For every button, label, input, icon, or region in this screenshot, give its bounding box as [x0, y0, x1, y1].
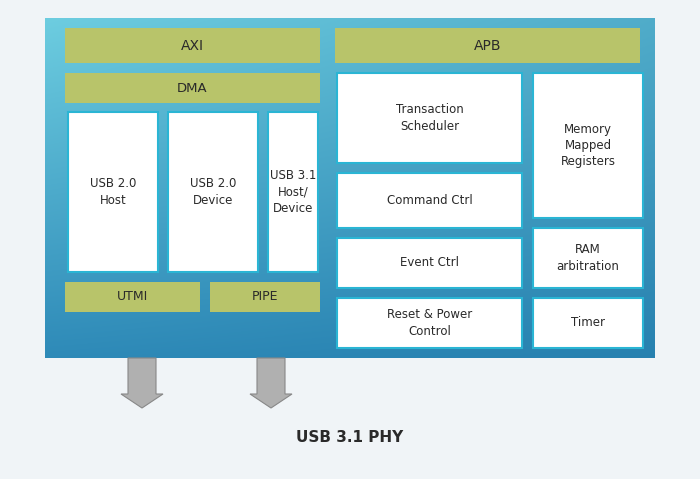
Text: AXI: AXI	[181, 38, 204, 53]
Bar	[533, 298, 643, 348]
Text: APB: APB	[474, 38, 501, 53]
Text: PIPE: PIPE	[252, 290, 279, 304]
Polygon shape	[121, 358, 163, 408]
Bar	[268, 112, 318, 272]
Text: Command Ctrl: Command Ctrl	[386, 194, 472, 207]
Text: Memory
Mapped
Registers: Memory Mapped Registers	[561, 123, 615, 169]
Text: USB 3.1
Host/
Device: USB 3.1 Host/ Device	[270, 169, 316, 215]
Text: Reset & Power
Control: Reset & Power Control	[387, 308, 472, 338]
Bar	[65, 28, 320, 63]
Bar	[337, 73, 522, 163]
Bar	[335, 28, 640, 63]
Text: DMA: DMA	[177, 81, 208, 94]
Text: USB 2.0
Device: USB 2.0 Device	[190, 177, 236, 207]
Text: USB 2.0
Host: USB 2.0 Host	[90, 177, 136, 207]
Text: UTMI: UTMI	[117, 290, 148, 304]
Bar	[168, 112, 258, 272]
Text: USB 3.1 PHY: USB 3.1 PHY	[296, 431, 404, 445]
Bar	[210, 282, 320, 312]
Bar	[337, 298, 522, 348]
Bar	[533, 228, 643, 288]
Text: Event Ctrl: Event Ctrl	[400, 256, 459, 270]
Text: RAM
arbitration: RAM arbitration	[556, 243, 620, 273]
Text: Timer: Timer	[571, 317, 605, 330]
Bar	[337, 238, 522, 288]
Text: Transaction
Scheduler: Transaction Scheduler	[395, 103, 463, 133]
Bar	[65, 73, 320, 103]
Polygon shape	[250, 358, 292, 408]
Bar	[68, 112, 158, 272]
Bar	[65, 282, 200, 312]
Bar	[533, 73, 643, 218]
Bar	[337, 173, 522, 228]
